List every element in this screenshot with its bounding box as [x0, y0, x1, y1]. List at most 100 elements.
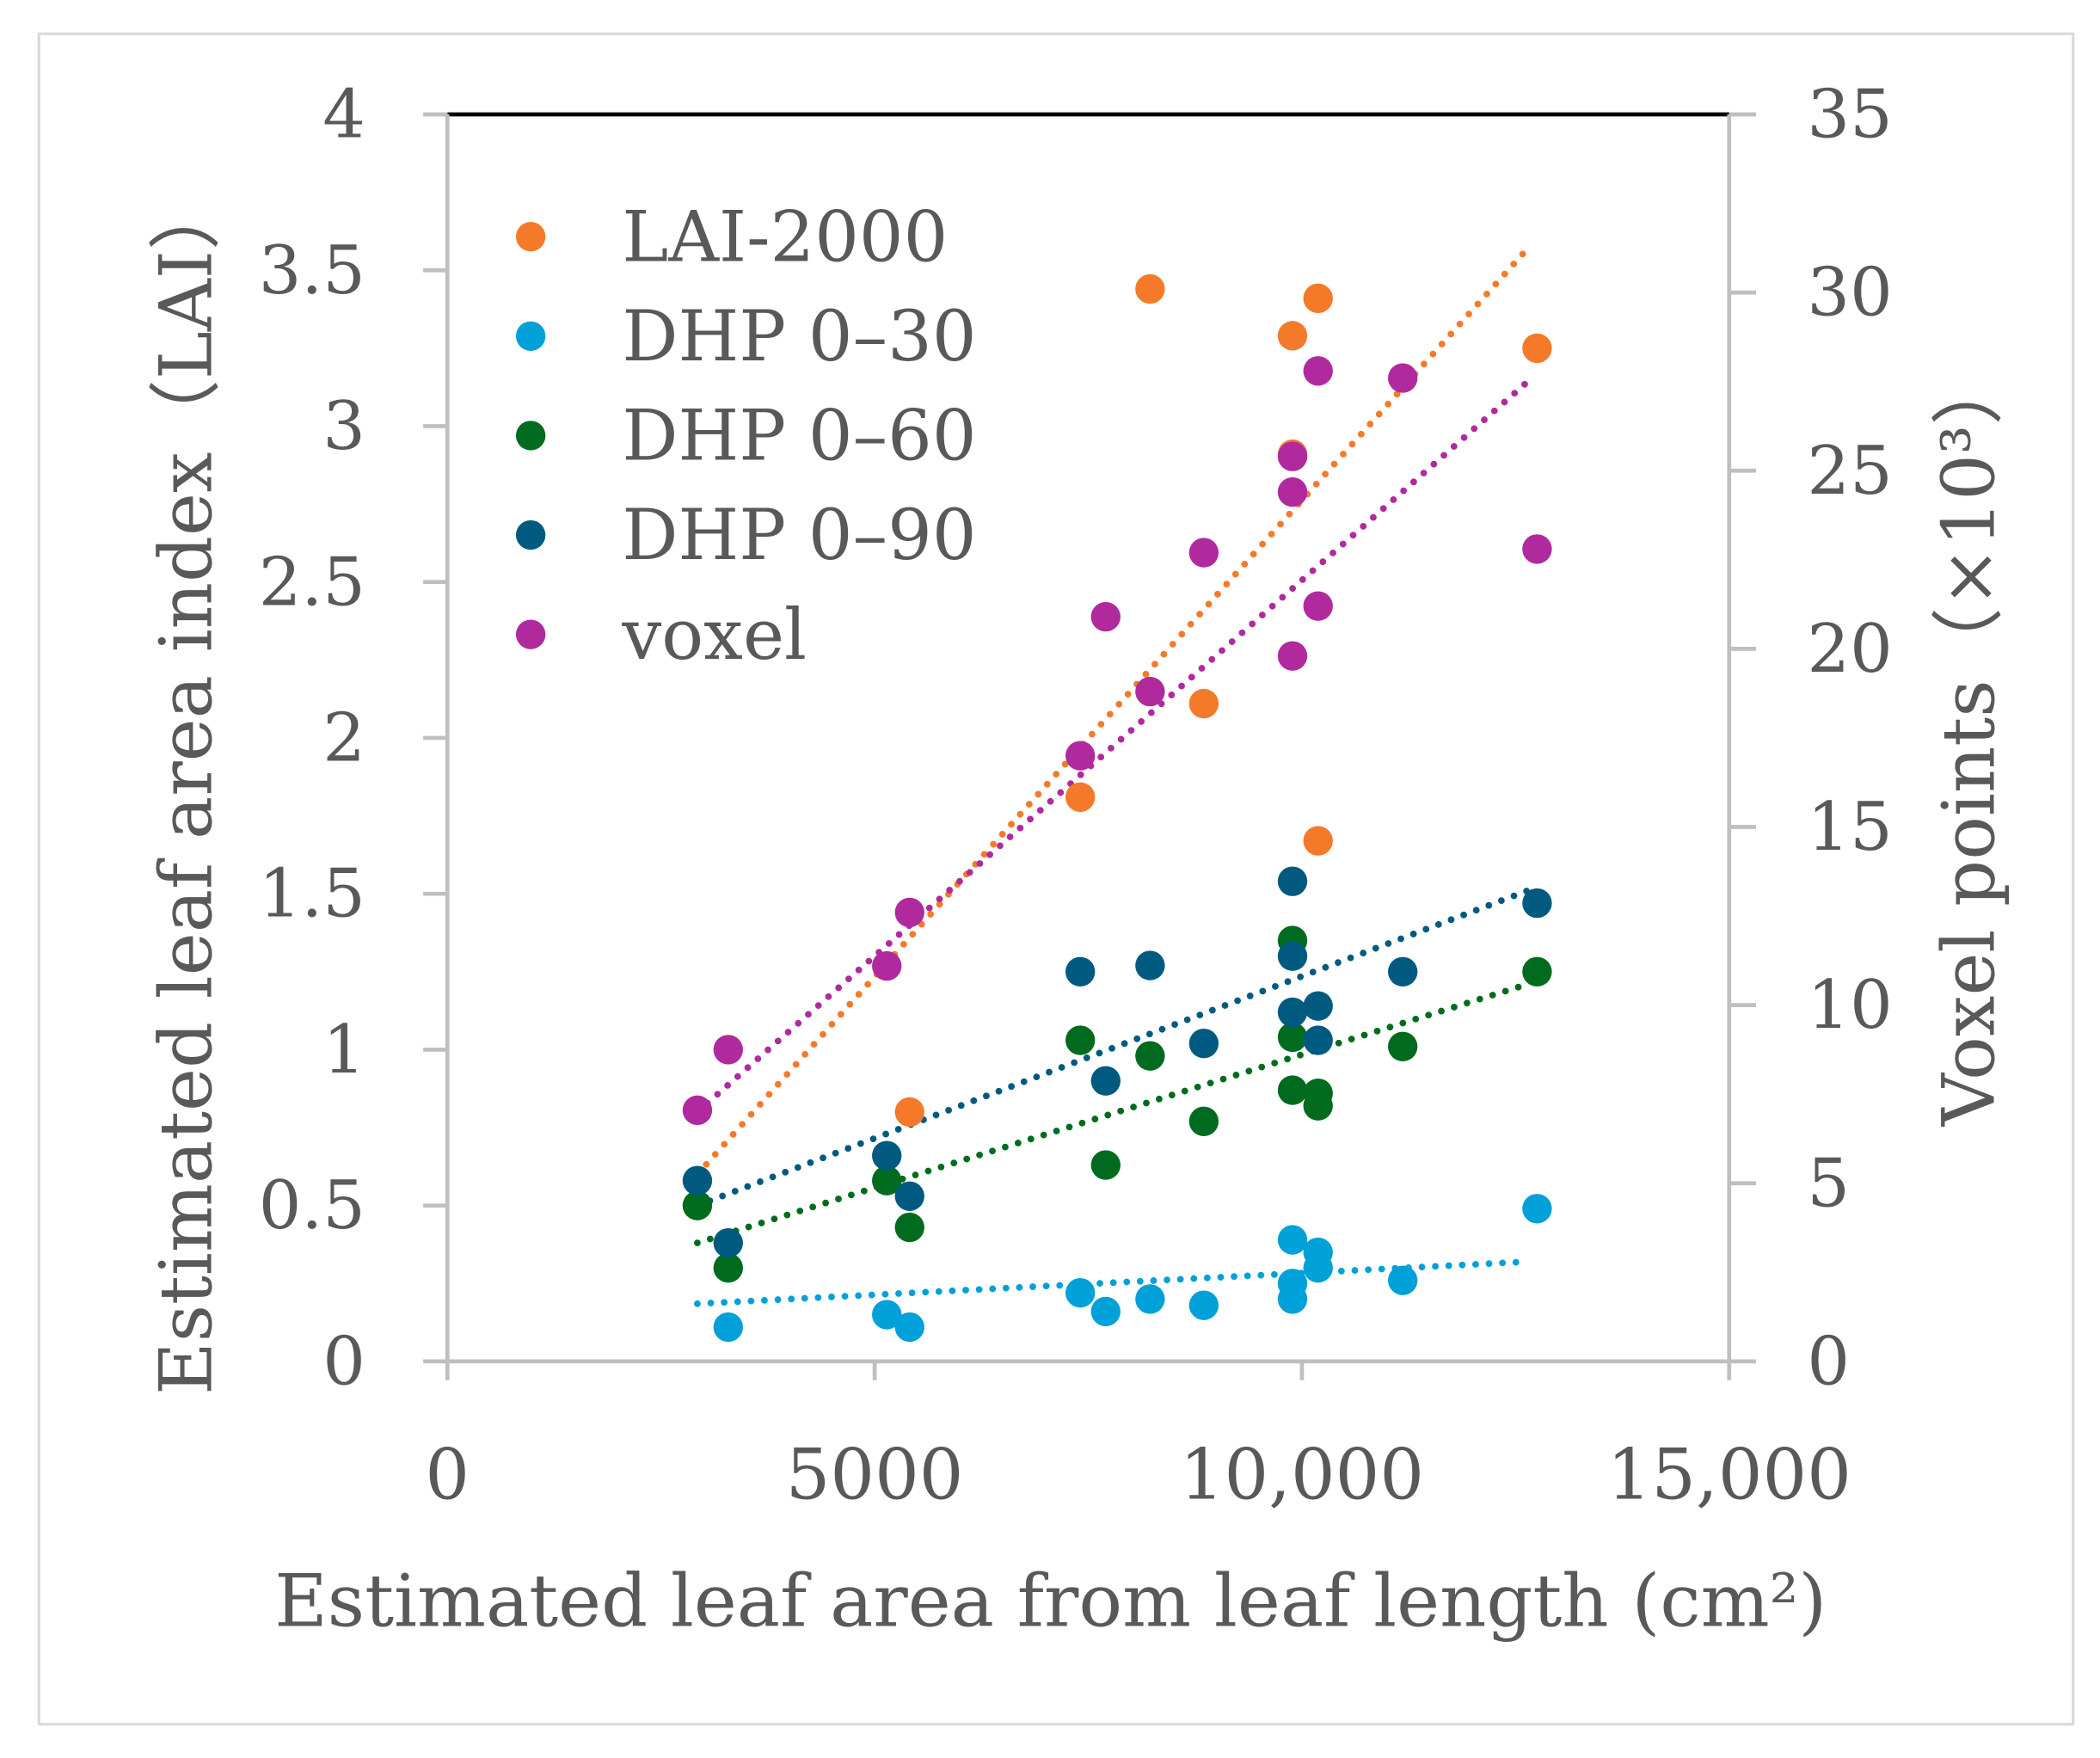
data-point — [1303, 991, 1333, 1021]
data-point — [872, 1165, 902, 1196]
data-point — [1388, 363, 1418, 393]
data-point — [1277, 1225, 1308, 1255]
data-point — [1388, 1031, 1418, 1061]
data-point — [713, 1227, 743, 1258]
data-point — [1188, 538, 1219, 568]
y2-tick-label: 10 — [1807, 966, 1892, 1044]
trendline-4 — [694, 378, 1532, 1116]
data-point — [1188, 1106, 1219, 1136]
data-point — [872, 1140, 902, 1171]
y-tick-label: 0.5 — [259, 1166, 365, 1245]
x-tick-label: 0 — [425, 1435, 470, 1515]
data-point — [1135, 1041, 1165, 1071]
data-point — [1303, 283, 1333, 314]
data-point — [1277, 476, 1308, 507]
data-point — [1277, 1284, 1308, 1314]
data-point — [1277, 997, 1308, 1028]
y-tick-label: 0 — [322, 1322, 365, 1400]
data-point — [1303, 826, 1333, 856]
legend-label: DHP 0–60 — [622, 396, 976, 477]
data-point — [1277, 1022, 1308, 1053]
data-point — [1090, 1150, 1121, 1180]
data-point — [1388, 956, 1418, 987]
y2-axis-label: Voxel points（×10³） — [1927, 353, 2011, 1127]
data-point — [1135, 1284, 1165, 1314]
data-point — [1135, 274, 1165, 304]
legend-marker — [515, 221, 546, 252]
trendline-1 — [694, 1257, 1532, 1307]
trendline-3 — [694, 887, 1532, 1209]
data-point — [1277, 866, 1308, 896]
legend-marker — [515, 519, 546, 550]
y-tick-label: 2.5 — [259, 543, 365, 621]
data-point — [1135, 676, 1165, 707]
legend-marker — [515, 619, 546, 649]
data-point — [894, 1312, 924, 1343]
data-point — [1522, 888, 1552, 919]
trendline-0 — [694, 244, 1532, 1178]
data-point — [1065, 1277, 1096, 1308]
data-point — [1277, 641, 1308, 671]
y2-tick-label: 0 — [1807, 1322, 1850, 1400]
data-point — [1277, 1075, 1308, 1105]
data-point — [872, 1300, 902, 1330]
y2-tick-label: 5 — [1807, 1144, 1850, 1222]
data-point — [1135, 950, 1165, 980]
legend-label: DHP 0–30 — [622, 297, 976, 378]
data-point — [1188, 688, 1219, 719]
data-point — [1090, 601, 1121, 632]
data-point — [1277, 441, 1308, 471]
data-point — [682, 1190, 713, 1220]
data-point — [1090, 1066, 1121, 1096]
y-axis-label: Estimated leaf area index（LAI） — [144, 178, 228, 1395]
data-point — [1303, 1091, 1333, 1121]
data-point — [682, 1095, 713, 1126]
x-tick-label: 5000 — [786, 1435, 964, 1515]
data-point — [894, 1212, 924, 1243]
data-point — [1303, 1252, 1333, 1283]
data-point — [894, 1181, 924, 1211]
data-point — [1065, 782, 1096, 813]
x-axis-label: Estimated leaf area from leaf length (cm… — [274, 1559, 1827, 1644]
x-tick-label: 15,000 — [1607, 1435, 1851, 1515]
data-point — [1303, 356, 1333, 386]
data-point — [1522, 956, 1552, 987]
data-point — [894, 897, 924, 928]
data-point — [1522, 534, 1552, 564]
data-point — [1277, 321, 1308, 351]
data-point — [713, 1252, 743, 1283]
data-point — [682, 1165, 713, 1196]
y-tick-label: 2 — [322, 699, 365, 778]
y-tick-label: 1 — [322, 1011, 365, 1089]
y-tick-label: 3 — [322, 387, 365, 465]
y2-tick-label: 15 — [1807, 788, 1892, 866]
data-point — [1522, 333, 1552, 364]
data-point — [1090, 1296, 1121, 1327]
x-tick-label: 10,000 — [1180, 1435, 1424, 1515]
y2-tick-label: 30 — [1807, 254, 1892, 332]
data-point — [1277, 941, 1308, 971]
trendline-2 — [694, 980, 1532, 1247]
data-point — [1065, 1025, 1096, 1055]
data-point — [1388, 1265, 1418, 1295]
data-point — [713, 1312, 743, 1343]
legend-label: voxel — [621, 595, 807, 676]
data-point — [1303, 591, 1333, 621]
data-point — [1065, 741, 1096, 771]
y-tick-label: 3.5 — [259, 231, 365, 310]
legend-marker — [515, 421, 546, 451]
data-point — [872, 950, 902, 981]
data-point — [1522, 1194, 1552, 1224]
data-point — [1065, 956, 1096, 987]
y-tick-label: 4 — [322, 76, 365, 154]
y2-tick-label: 25 — [1807, 432, 1892, 510]
y2-tick-label: 20 — [1807, 610, 1892, 688]
legend-marker — [515, 321, 546, 351]
legend-label: LAI-2000 — [622, 197, 948, 278]
data-point — [1188, 1290, 1219, 1320]
chart-border — [37, 32, 2075, 1726]
y2-tick-label: 35 — [1807, 76, 1892, 154]
data-point — [713, 1035, 743, 1065]
data-point — [1188, 1028, 1219, 1059]
